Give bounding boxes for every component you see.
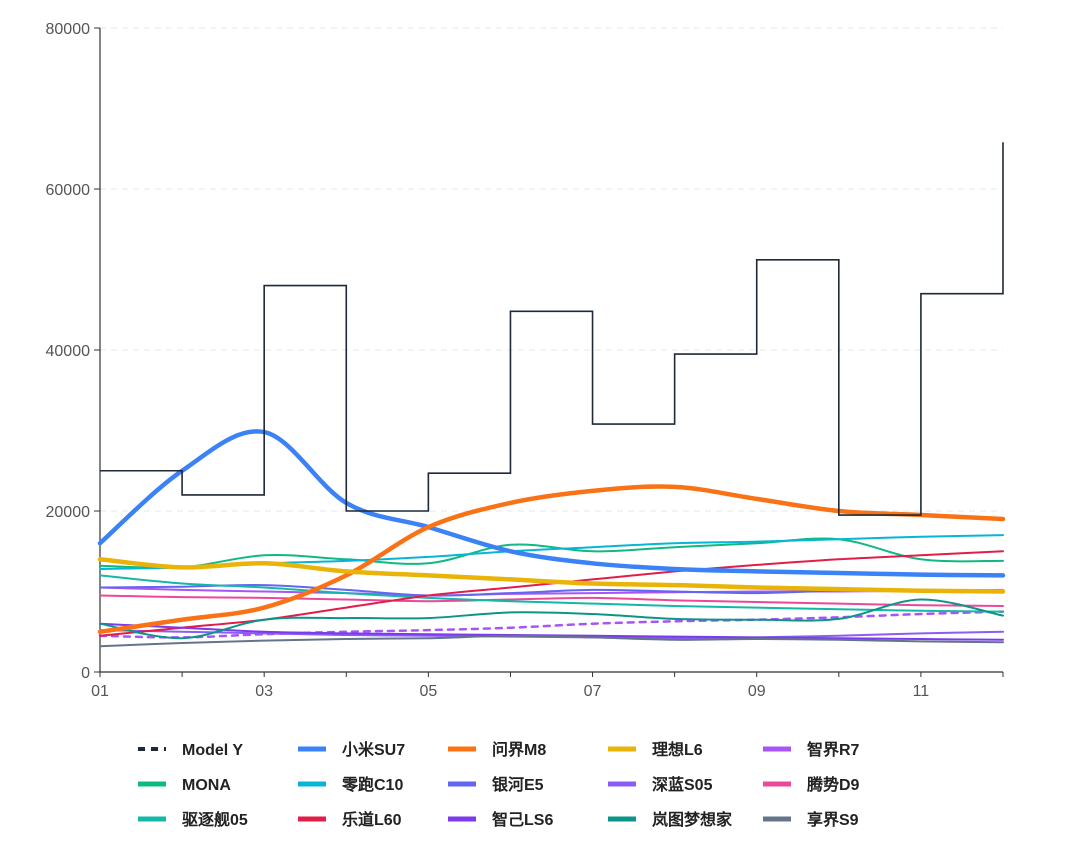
- series-line-10: [99, 574, 1004, 613]
- x-tick-label: 05: [419, 683, 437, 700]
- legend-item[interactable]: 智界R7: [763, 740, 860, 759]
- legend-item[interactable]: 腾势D9: [763, 775, 860, 794]
- legend: Model Y 小米SU7 问界M8 理想L6 智界R7 MONA 零跑C10 银河E5 深蓝S…: [138, 740, 860, 829]
- series-line-3: [97, 557, 1006, 594]
- y-tick-label: 60000: [46, 182, 91, 199]
- legend-label: 享界S9: [807, 810, 859, 829]
- legend-item[interactable]: 银河E5: [448, 775, 544, 794]
- legend-label: 岚图梦想家: [652, 810, 733, 829]
- axis-layer: 0 20000 40000 60000 80000 01 03 05 07 09 11: [46, 21, 1004, 700]
- y-tick-label: 80000: [46, 21, 91, 38]
- legend-item[interactable]: MONA: [138, 777, 231, 794]
- legend-item[interactable]: 乐道L60: [298, 810, 402, 829]
- legend-label: Model Y: [182, 742, 243, 759]
- legend-item[interactable]: Model Y: [138, 742, 243, 759]
- legend-item[interactable]: 问界M8: [448, 740, 546, 759]
- legend-item[interactable]: 享界S9: [763, 810, 859, 829]
- legend-label: 理想L6: [652, 740, 703, 759]
- x-tick-label: 01: [91, 683, 109, 700]
- legend-label: 腾势D9: [807, 775, 860, 794]
- x-tick-label: 09: [748, 683, 766, 700]
- series-line-2: [97, 484, 1006, 635]
- legend-label: 银河E5: [492, 775, 544, 794]
- y-tick-label: 20000: [46, 504, 91, 521]
- y-tick-label: 0: [81, 665, 90, 682]
- legend-label: 驱逐舰05: [182, 810, 248, 829]
- step-layer: [100, 142, 1004, 516]
- legend-label: 智己LS6: [492, 810, 553, 829]
- series-line-9: [99, 594, 1004, 607]
- legend-label: 零跑C10: [341, 775, 403, 794]
- legend-item[interactable]: 零跑C10: [298, 775, 403, 794]
- step-series-line: [100, 142, 1004, 516]
- x-tick-label: 03: [255, 683, 273, 700]
- x-tick-label: 07: [584, 683, 602, 700]
- legend-item[interactable]: 深蓝S05: [608, 775, 713, 794]
- legend-label: 乐道L60: [342, 810, 402, 829]
- series-layer: [97, 429, 1006, 648]
- x-tick-label: 11: [913, 683, 930, 700]
- legend-item[interactable]: 智己LS6: [448, 810, 553, 829]
- legend-label: 小米SU7: [342, 740, 405, 759]
- series-line-13: [99, 598, 1004, 640]
- legend-item[interactable]: 理想L6: [608, 740, 703, 759]
- legend-label: MONA: [182, 777, 231, 794]
- legend-item[interactable]: 小米SU7: [298, 740, 405, 759]
- legend-label: 智界R7: [807, 740, 860, 759]
- legend-item[interactable]: 驱逐舰05: [138, 810, 248, 829]
- series-line-5: [99, 537, 1004, 569]
- series-line-1: [97, 429, 1006, 578]
- legend-label: 深蓝S05: [652, 775, 713, 794]
- series-line-14: [99, 634, 1004, 648]
- legend-label: 问界M8: [492, 740, 546, 759]
- y-tick-label: 40000: [46, 343, 91, 360]
- legend-item[interactable]: 岚图梦想家: [608, 810, 733, 829]
